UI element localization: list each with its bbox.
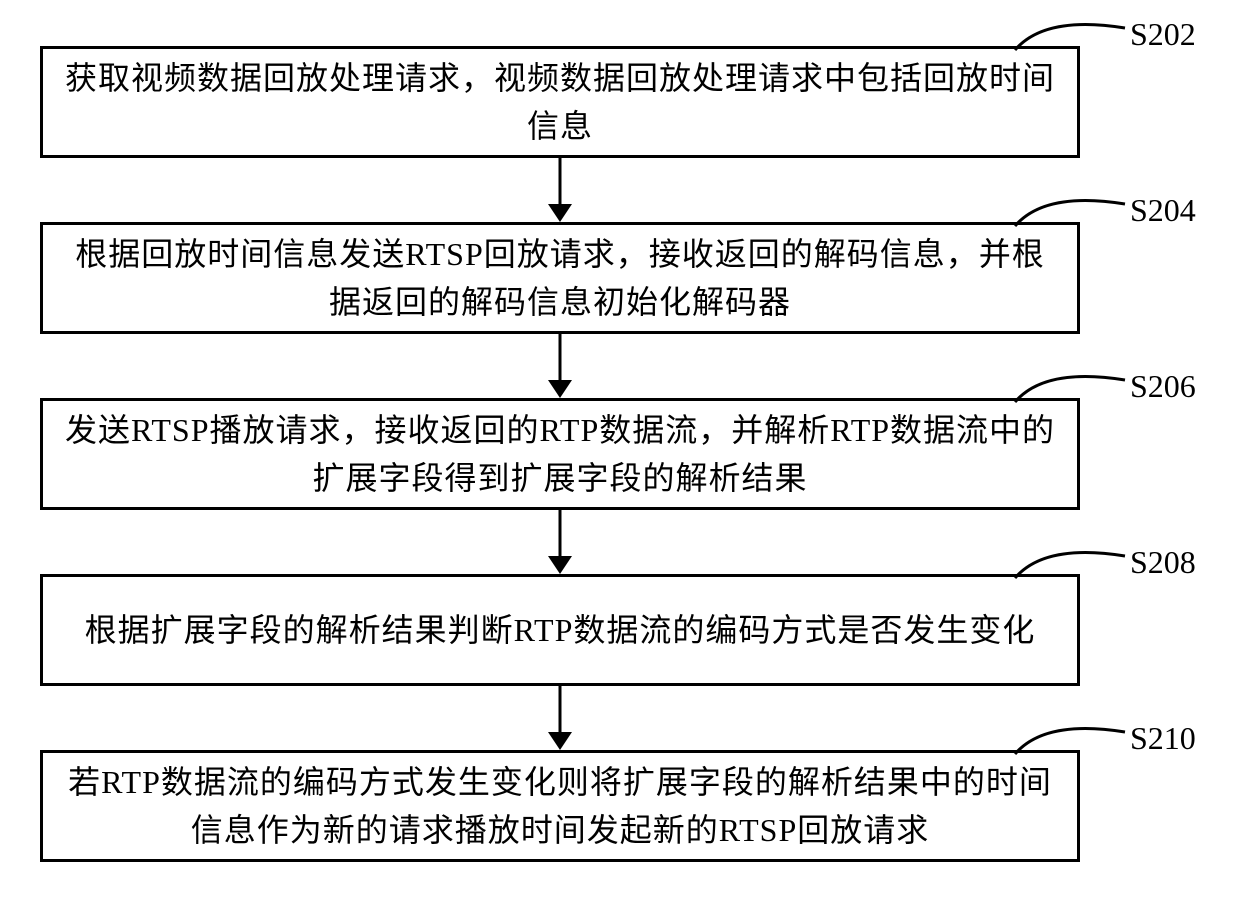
step-box-s206: 发送RTSP播放请求，接收返回的RTP数据流，并解析RTP数据流中的扩展字段得到…	[40, 398, 1080, 510]
arrow-head-2	[548, 380, 572, 398]
step-label-s204: S204	[1130, 192, 1196, 229]
label-connector-s210	[1010, 714, 1130, 758]
step-text-s204: 根据回放时间信息发送RTSP回放请求，接收返回的解码信息，并根据返回的解码信息初…	[63, 230, 1057, 326]
step-label-s206: S206	[1130, 368, 1196, 405]
step-text-s206: 发送RTSP播放请求，接收返回的RTP数据流，并解析RTP数据流中的扩展字段得到…	[63, 406, 1057, 502]
arrow-line-3	[559, 510, 562, 556]
step-label-s202: S202	[1130, 16, 1196, 53]
step-text-s202: 获取视频数据回放处理请求，视频数据回放处理请求中包括回放时间信息	[63, 54, 1057, 150]
arrow-head-4	[548, 732, 572, 750]
step-box-s208: 根据扩展字段的解析结果判断RTP数据流的编码方式是否发生变化	[40, 574, 1080, 686]
label-connector-s202	[1010, 10, 1130, 54]
step-box-s202: 获取视频数据回放处理请求，视频数据回放处理请求中包括回放时间信息	[40, 46, 1080, 158]
label-connector-s208	[1010, 538, 1130, 582]
arrow-head-3	[548, 556, 572, 574]
arrow-line-1	[559, 158, 562, 204]
step-label-s210: S210	[1130, 720, 1196, 757]
label-connector-s206	[1010, 362, 1130, 406]
arrow-head-1	[548, 204, 572, 222]
step-text-s208: 根据扩展字段的解析结果判断RTP数据流的编码方式是否发生变化	[85, 606, 1036, 654]
step-text-s210: 若RTP数据流的编码方式发生变化则将扩展字段的解析结果中的时间信息作为新的请求播…	[63, 758, 1057, 854]
step-box-s204: 根据回放时间信息发送RTSP回放请求，接收返回的解码信息，并根据返回的解码信息初…	[40, 222, 1080, 334]
label-connector-s204	[1010, 186, 1130, 230]
step-box-s210: 若RTP数据流的编码方式发生变化则将扩展字段的解析结果中的时间信息作为新的请求播…	[40, 750, 1080, 862]
arrow-line-2	[559, 334, 562, 380]
arrow-line-4	[559, 686, 562, 732]
flowchart-canvas: 获取视频数据回放处理请求，视频数据回放处理请求中包括回放时间信息 S202 根据…	[0, 0, 1240, 921]
step-label-s208: S208	[1130, 544, 1196, 581]
